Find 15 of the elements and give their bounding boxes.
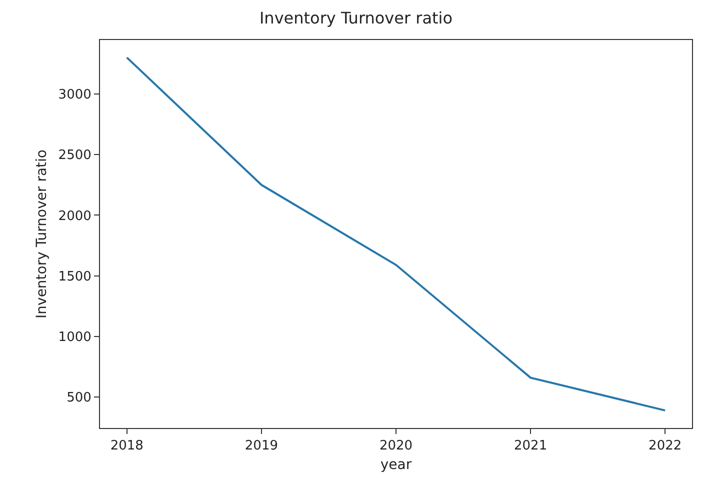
x-tick-label: 2019 <box>244 438 278 454</box>
y-tick-label: 1000 <box>58 330 92 346</box>
x-axis-title: year <box>380 456 412 473</box>
chart-title: Inventory Turnover ratio <box>259 8 453 28</box>
y-tick-label: 2500 <box>58 148 92 164</box>
y-axis-title: Inventory Turnover ratio <box>34 150 50 318</box>
x-tick-label: 2022 <box>648 438 682 454</box>
line-series <box>126 56 666 412</box>
y-tick-label: 500 <box>66 390 92 406</box>
y-tick-label: 3000 <box>58 88 92 103</box>
y-tick-label: 1500 <box>58 269 92 284</box>
x-tick-label: 2021 <box>514 438 548 454</box>
x-tick-label: 2020 <box>379 438 413 454</box>
x-tick-label: 2018 <box>110 438 144 454</box>
y-tick-label: 2000 <box>58 208 92 224</box>
